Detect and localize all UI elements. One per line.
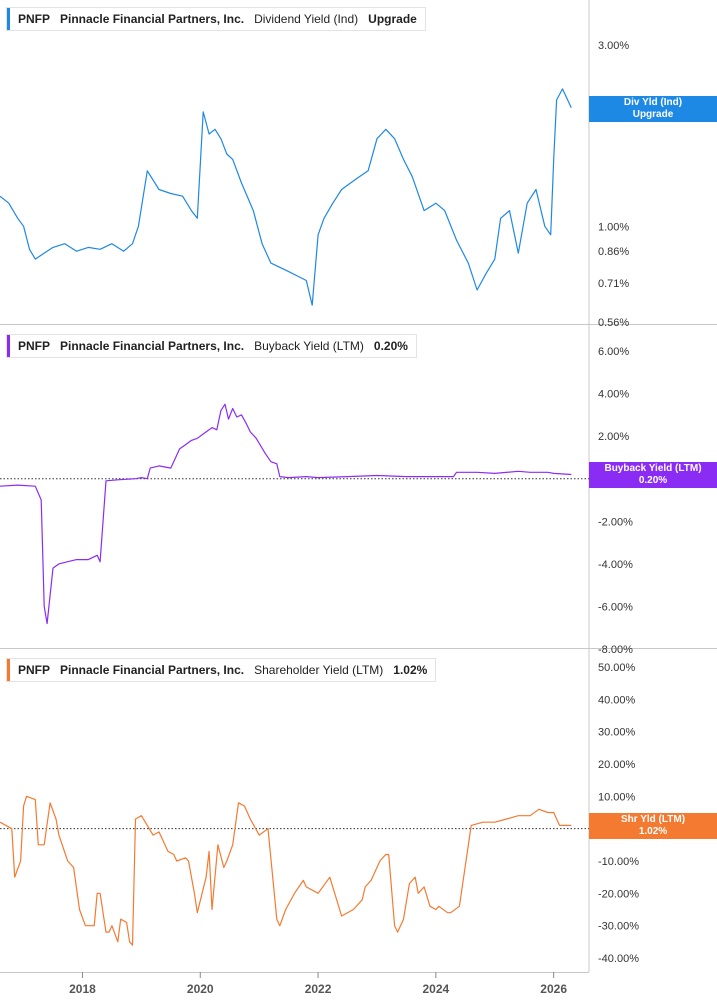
- x-tick-label: 2018: [69, 982, 96, 996]
- legend-metric: Buyback Yield (LTM): [254, 339, 364, 353]
- x-tick-label: 2020: [187, 982, 214, 996]
- value-tag-buyback-yield: Buyback Yield (LTM) 0.20%: [589, 462, 717, 489]
- y-tick-label: 4.00%: [598, 389, 629, 401]
- y-tick-label: 0.56%: [598, 317, 629, 329]
- legend-company: Pinnacle Financial Partners, Inc.: [60, 339, 245, 353]
- tag-label: Buyback Yield (LTM): [604, 463, 702, 475]
- y-tick-label: -4.00%: [598, 559, 633, 571]
- legend-buyback-yield: PNFP Pinnacle Financial Partners, Inc. B…: [6, 334, 417, 358]
- y-tick-label: -20.00%: [598, 888, 639, 900]
- y-tick-label: 10.00%: [598, 791, 636, 803]
- y-tick-label: 30.00%: [598, 727, 636, 739]
- y-tick-label: 20.00%: [598, 759, 636, 771]
- y-tick-label: -2.00%: [598, 516, 633, 528]
- legend-metric: Shareholder Yield (LTM): [254, 663, 384, 677]
- series-line-2: [0, 795, 572, 946]
- legend-ticker: PNFP: [18, 663, 51, 677]
- x-tick-label: 2024: [423, 982, 450, 996]
- y-tick-label: 50.00%: [598, 662, 636, 674]
- tag-value: Upgrade: [632, 108, 674, 120]
- y-tick-label: 1.00%: [598, 221, 629, 233]
- y-tick-label: 40.00%: [598, 694, 636, 706]
- legend-shareholder-yield: PNFP Pinnacle Financial Partners, Inc. S…: [6, 658, 437, 682]
- legend-value: 1.02%: [393, 663, 428, 677]
- y-tick-label: 0.86%: [598, 246, 629, 258]
- legend-dividend-yield: PNFP Pinnacle Financial Partners, Inc. D…: [6, 7, 426, 31]
- y-tick-label: 3.00%: [598, 40, 629, 52]
- series-line-0: [0, 88, 572, 306]
- legend-value: 0.20%: [373, 339, 408, 353]
- legend-swatch: [7, 659, 10, 681]
- legend-swatch: [7, 8, 10, 30]
- tag-label: Div Yld (Ind): [623, 96, 683, 108]
- value-tag-shareholder-yield: Shr Yld (LTM) 1.02%: [589, 813, 717, 840]
- tag-label: Shr Yld (LTM): [620, 814, 686, 826]
- y-tick-label: -8.00%: [598, 644, 633, 656]
- y-tick-label: 6.00%: [598, 346, 629, 358]
- legend-company: Pinnacle Financial Partners, Inc.: [60, 12, 245, 26]
- x-tick-label: 2022: [305, 982, 332, 996]
- series-line-1: [0, 403, 572, 625]
- y-tick-label: -10.00%: [598, 856, 639, 868]
- legend-company: Pinnacle Financial Partners, Inc.: [60, 663, 245, 677]
- legend-metric: Dividend Yield (Ind): [254, 12, 359, 26]
- y-tick-label: -40.00%: [598, 953, 639, 965]
- y-tick-label: -30.00%: [598, 921, 639, 933]
- y-tick-label: -6.00%: [598, 601, 633, 613]
- legend-ticker: PNFP: [18, 12, 51, 26]
- y-tick-label: 0.71%: [598, 278, 629, 290]
- legend-swatch: [7, 335, 10, 357]
- y-tick-label: 2.00%: [598, 431, 629, 443]
- x-tick-label: 2026: [540, 982, 567, 996]
- tag-value: 0.20%: [638, 475, 668, 487]
- legend-ticker: PNFP: [18, 339, 51, 353]
- legend-value: Upgrade: [368, 12, 417, 26]
- value-tag-dividend-yield: Div Yld (Ind) Upgrade: [589, 95, 717, 122]
- tag-value: 1.02%: [638, 826, 668, 838]
